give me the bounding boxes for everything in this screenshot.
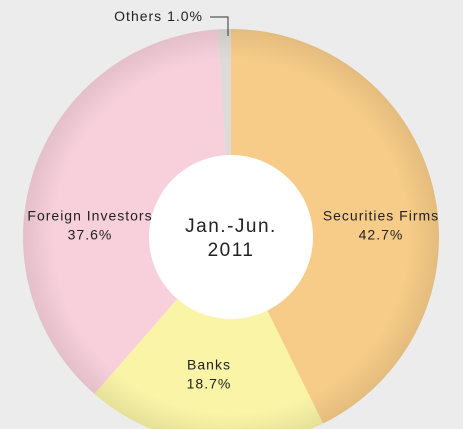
slice-value: 42.7% xyxy=(359,227,404,243)
slice-value: 18.7% xyxy=(187,376,232,392)
center-title: Jan.-Jun. xyxy=(185,216,277,237)
slice-label: Securities Firms xyxy=(323,208,439,224)
slice-value: 37.6% xyxy=(68,227,113,243)
center-title: 2011 xyxy=(208,240,255,261)
slice-label-value: 1.0% xyxy=(167,8,203,24)
slice-label: Banks xyxy=(187,357,231,373)
slice-label: Foreign Investors xyxy=(27,208,152,224)
slice-label-name: Others xyxy=(114,8,162,24)
labels: Securities Firms 42.7% Banks 18.7% Foreign I… xyxy=(27,8,439,392)
slice-label: Others 1.0% xyxy=(114,8,203,24)
donut-hole xyxy=(149,155,313,319)
leader-line xyxy=(210,16,229,36)
